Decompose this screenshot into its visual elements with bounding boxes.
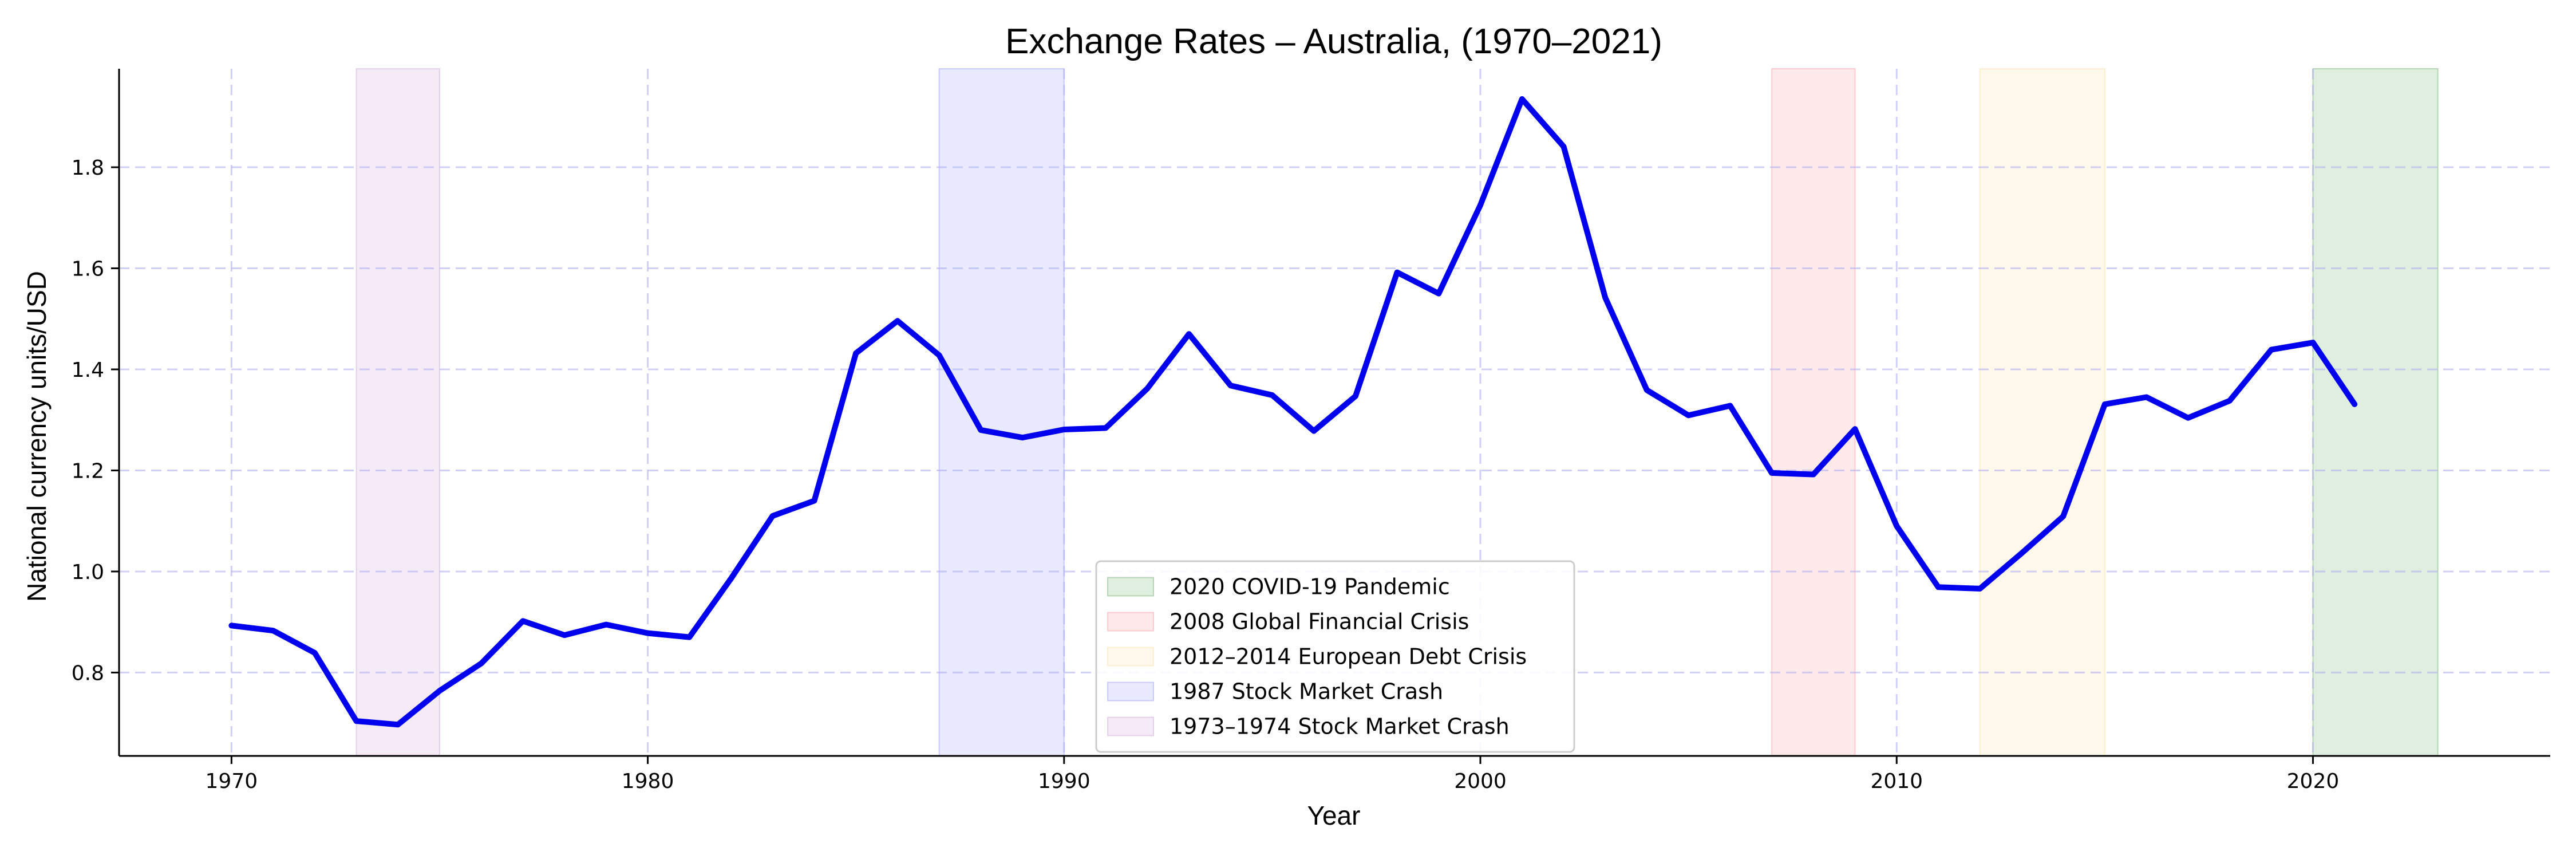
- y-tick-label-4: 1.6: [72, 258, 104, 281]
- legend-label-1: 2008 Global Financial Crisis: [1170, 609, 1469, 635]
- data-point-2002: [1561, 144, 1566, 149]
- x-tick-label-1: 1980: [622, 770, 674, 793]
- legend-label-2: 2012–2014 European Debt Crisis: [1170, 644, 1527, 669]
- data-point-1982: [729, 576, 734, 581]
- grid: [119, 69, 2550, 756]
- data-point-1992: [1145, 386, 1150, 391]
- y-tick-label-3: 1.4: [72, 358, 104, 382]
- data-point-2000: [1478, 203, 1483, 208]
- data-point-2003: [1603, 295, 1608, 300]
- data-point-1984: [812, 498, 817, 503]
- data-point-2014: [2061, 514, 2066, 519]
- shaded-period-2: [1979, 68, 2105, 756]
- data-point-2004: [1644, 388, 1649, 393]
- data-point-2005: [1686, 413, 1691, 418]
- data-point-2001: [1519, 96, 1524, 101]
- axes: [118, 69, 2550, 757]
- data-point-2009: [1852, 427, 1858, 432]
- data-point-2020: [2310, 340, 2316, 345]
- data-point-1997: [1353, 393, 1358, 399]
- data-point-1980: [645, 631, 650, 636]
- x-tick-label-2: 1990: [1038, 770, 1091, 793]
- data-point-1973: [354, 719, 359, 724]
- data-point-1985: [854, 350, 859, 356]
- data-point-2017: [2186, 415, 2191, 420]
- data-point-2013: [2019, 551, 2024, 556]
- shaded-period-4: [355, 68, 440, 756]
- y-tick-label-2: 1.2: [72, 459, 104, 483]
- y-tick-label-5: 1.8: [72, 156, 104, 180]
- y-ticks: 0.8 1.0 1.2 1.4 1.6 1.8: [72, 156, 119, 685]
- shaded-period-0: [2312, 68, 2439, 756]
- data-point-2021: [2352, 401, 2357, 407]
- x-axis-title: Year: [1307, 801, 1361, 830]
- data-point-1998: [1394, 270, 1400, 275]
- data-point-1991: [1103, 425, 1108, 431]
- data-point-1975: [437, 688, 442, 693]
- legend-label-4: 1973–1974 Stock Market Crash: [1170, 714, 1510, 739]
- data-point-1974: [396, 722, 401, 727]
- legend-label-3: 1987 Stock Market Crash: [1170, 679, 1443, 704]
- data-point-1977: [520, 618, 526, 624]
- legend-label-0: 2020 COVID-19 Pandemic: [1170, 574, 1450, 600]
- legend-swatch-2: [1107, 647, 1154, 667]
- data-point-1989: [1020, 435, 1025, 440]
- x-tick-label-5: 2020: [2287, 770, 2340, 793]
- data-point-1979: [603, 622, 609, 627]
- data-point-1986: [895, 318, 900, 324]
- x-tick-label-4: 2010: [1870, 770, 1923, 793]
- legend-swatch-3: [1107, 681, 1154, 702]
- data-point-1978: [562, 633, 567, 638]
- y-axis-title: National currency units/USD: [22, 271, 52, 602]
- x-tick-label-0: 1970: [206, 770, 258, 793]
- legend-swatch-0: [1107, 577, 1154, 597]
- data-point-1996: [1311, 428, 1317, 434]
- shaded-period-1: [1771, 68, 1856, 756]
- chart-title: Exchange Rates – Australia, (1970–2021): [1005, 22, 1662, 61]
- data-point-1995: [1270, 393, 1275, 397]
- data-point-2010: [1894, 523, 1899, 529]
- data-point-1981: [687, 635, 692, 640]
- data-point-1972: [312, 651, 317, 655]
- data-point-1983: [770, 513, 775, 518]
- series-layer: [228, 96, 2358, 728]
- data-point-1988: [978, 427, 983, 432]
- x-tick-label-3: 2000: [1454, 770, 1507, 793]
- data-point-2016: [2144, 395, 2149, 400]
- legend-swatch-1: [1107, 612, 1154, 632]
- data-point-1994: [1228, 383, 1233, 388]
- legend-swatch-4: [1107, 716, 1154, 736]
- shaded-period-3: [938, 68, 1065, 756]
- data-point-1976: [479, 661, 484, 666]
- legend: 2020 COVID-19 Pandemic 2008 Global Financ…: [1095, 560, 1575, 753]
- data-point-1993: [1186, 332, 1191, 337]
- shaded-periods: [355, 68, 2439, 756]
- data-point-1970: [229, 623, 234, 628]
- y-tick-label-0: 0.8: [72, 661, 104, 685]
- data-point-2018: [2227, 398, 2233, 403]
- y-tick-label-1: 1.0: [72, 561, 104, 584]
- data-point-2015: [2102, 401, 2107, 407]
- data-point-2012: [1977, 586, 1982, 591]
- data-point-2019: [2269, 347, 2274, 352]
- x-ticks: 1970 1980 1990 2000 2010 2020: [206, 756, 2340, 793]
- data-point-1971: [271, 628, 276, 633]
- data-point-1987: [937, 353, 942, 358]
- legend-box: [1095, 560, 1575, 753]
- series-line-0: [228, 96, 2358, 728]
- data-point-2007: [1769, 470, 1775, 475]
- data-point-1999: [1436, 291, 1441, 296]
- data-point-1990: [1061, 427, 1066, 432]
- data-point-2011: [1935, 585, 1941, 590]
- data-point-2008: [1811, 472, 1816, 477]
- data-point-2006: [1728, 403, 1733, 408]
